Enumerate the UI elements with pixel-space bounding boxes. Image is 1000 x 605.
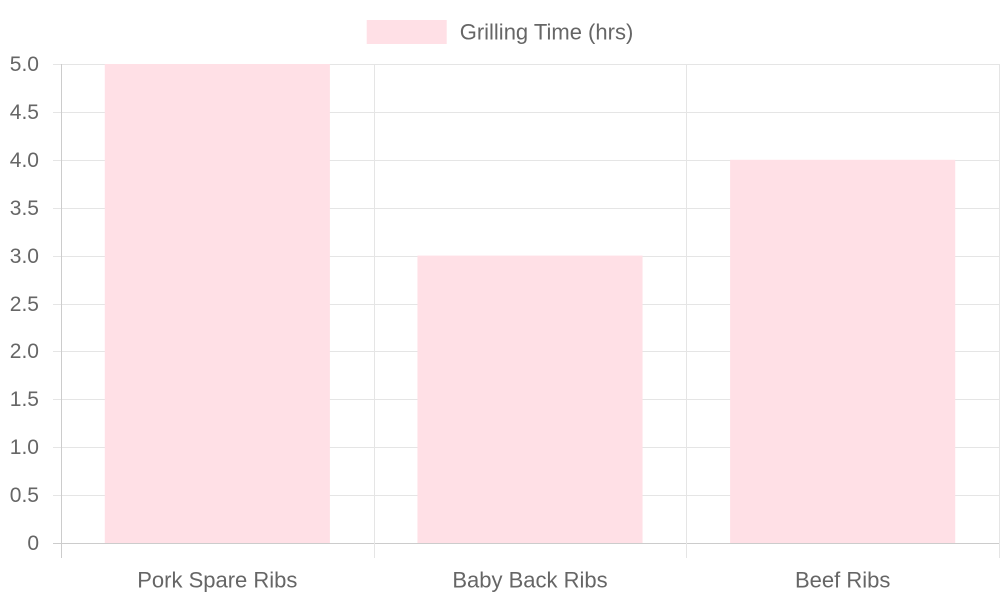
y-tick-label: 0.5 (10, 484, 39, 507)
y-tick-label: 4.0 (10, 149, 39, 172)
legend-label[interactable]: Grilling Time (hrs) (460, 20, 634, 45)
axis-layer: 0 0.5 1.0 1.5 2.0 2.5 3.0 3.5 4.0 4.5 5.0 Pork Spar… (10, 53, 891, 593)
y-tick-label: 1.5 (10, 388, 39, 411)
bar-beef-ribs[interactable] (730, 159, 956, 544)
legend[interactable]: Grilling Time (hrs) (366, 20, 634, 45)
y-tick-label: 0 (27, 532, 39, 555)
bar-layer (104, 64, 956, 544)
y-tick-label: 3.5 (10, 197, 39, 220)
y-tick-label: 2.5 (10, 293, 39, 316)
legend-swatch[interactable] (366, 20, 447, 44)
x-tick-label: Baby Back Ribs (452, 568, 607, 593)
bar-baby-back-ribs[interactable] (417, 255, 643, 543)
y-tick-label: 1.0 (10, 436, 39, 459)
x-tick-label: Pork Spare Ribs (137, 568, 297, 593)
y-tick-label: 2.0 (10, 340, 39, 363)
y-tick-label: 4.5 (10, 101, 39, 124)
y-tick-label: 3.0 (10, 245, 39, 268)
x-tick-label: Beef Ribs (795, 568, 890, 593)
bar-pork-spare-ribs[interactable] (104, 64, 330, 543)
y-tick-label: 5.0 (10, 53, 39, 76)
